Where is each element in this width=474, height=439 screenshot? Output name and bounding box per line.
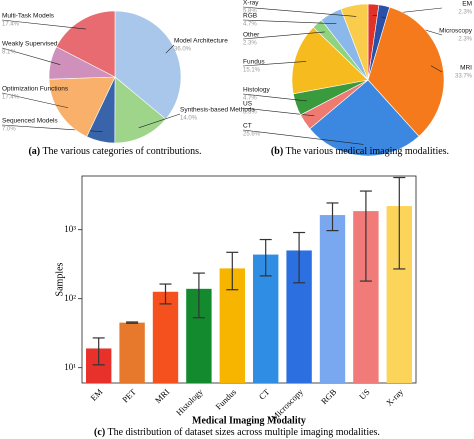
slice-value: 36.0% bbox=[174, 47, 192, 53]
x-axis-label: Medical Imaging Modality bbox=[192, 415, 306, 426]
x-tick-label: MRI bbox=[153, 387, 172, 406]
x-tick-label: CT bbox=[257, 386, 272, 401]
slice-label: EM bbox=[462, 1, 472, 8]
leader-line bbox=[242, 107, 315, 117]
pie-slice bbox=[114, 10, 182, 120]
pie-slice bbox=[367, 6, 445, 137]
x-tick-label: Fundus bbox=[213, 387, 238, 412]
slice-label: RGB bbox=[243, 13, 257, 20]
x-tick-label: Histology bbox=[174, 386, 205, 417]
y-tick-label: 10³ bbox=[64, 224, 76, 234]
y-tick-label: 10¹ bbox=[64, 362, 76, 372]
caption-text: The various categories of contributions. bbox=[42, 146, 201, 157]
pie-slice bbox=[55, 10, 116, 78]
y-tick-label: 10² bbox=[64, 293, 76, 303]
slice-label: Histology bbox=[243, 87, 270, 94]
leader-line bbox=[165, 44, 175, 54]
slice-value: 15.1% bbox=[243, 68, 261, 74]
slice-value: 4.7% bbox=[243, 22, 257, 28]
leader-line bbox=[242, 93, 307, 102]
x-tick-label: EM bbox=[88, 386, 104, 402]
leader-line bbox=[242, 19, 337, 24]
plot-frame bbox=[81, 175, 417, 384]
slice-value: 17.4% bbox=[2, 22, 20, 28]
leader-line bbox=[242, 61, 307, 67]
slice-label: Multi-Task Models bbox=[2, 13, 55, 20]
x-tick-label: RGB bbox=[319, 386, 339, 406]
leader-line bbox=[1, 92, 69, 109]
slice-label: Microscopy bbox=[439, 28, 473, 35]
slice-label: Optimization Functions bbox=[2, 86, 69, 93]
caption: (c) The distribution of dataset sizes ac… bbox=[94, 427, 380, 438]
leader-line bbox=[138, 113, 181, 129]
caption-text: The various medical imaging modalities. bbox=[285, 146, 449, 157]
slice-value: 17.4% bbox=[2, 95, 20, 101]
pie-slice bbox=[114, 76, 167, 144]
caption-label: (a) bbox=[28, 146, 40, 157]
slice-value: 7.0% bbox=[2, 127, 16, 133]
leader-line bbox=[242, 129, 364, 145]
pie-slice bbox=[291, 26, 369, 95]
slice-value: 25.6% bbox=[243, 132, 261, 138]
slice-value: 2.3% bbox=[458, 37, 472, 43]
pie-slice bbox=[48, 76, 116, 138]
slice-value: 4.7% bbox=[243, 96, 257, 102]
x-tick-label: X-ray bbox=[384, 386, 406, 408]
bar bbox=[319, 215, 346, 383]
slice-value: 8.1% bbox=[2, 50, 16, 56]
leader-line bbox=[242, 31, 325, 40]
slice-value: 14.0% bbox=[180, 116, 198, 122]
slice-label: US bbox=[243, 101, 253, 108]
slice-value: 3.5% bbox=[243, 110, 257, 116]
slice-value: 2.3% bbox=[458, 10, 472, 16]
pie-slice bbox=[309, 79, 420, 157]
caption: (a) The various categories of contributi… bbox=[28, 146, 201, 157]
caption: (b) The various medical imaging modaliti… bbox=[271, 146, 449, 157]
slice-value: 2.3% bbox=[243, 41, 257, 47]
x-tick-label: PET bbox=[120, 386, 138, 404]
slice-label: X-ray bbox=[243, 0, 259, 7]
leader-line bbox=[1, 19, 86, 30]
caption-label: (c) bbox=[94, 427, 105, 438]
slice-label: CT bbox=[243, 123, 252, 130]
leader-line bbox=[242, 6, 357, 17]
slice-value: 5.8% bbox=[243, 9, 257, 15]
x-tick-label: US bbox=[357, 387, 372, 402]
bar bbox=[119, 322, 145, 383]
leader-line bbox=[1, 47, 61, 65]
slice-label: Model Architecture bbox=[174, 38, 228, 45]
slice-value: 33.7% bbox=[455, 74, 473, 80]
y-axis-label: Samples bbox=[54, 262, 65, 296]
leader-line bbox=[430, 65, 443, 73]
slice-label: Synthesis-based Methods bbox=[180, 107, 256, 114]
bar bbox=[152, 291, 179, 383]
caption-label: (b) bbox=[271, 146, 283, 157]
caption-text: The distribution of dataset sizes across… bbox=[107, 427, 379, 438]
slice-label: Sequenced Models bbox=[2, 118, 58, 125]
slice-label: Other bbox=[243, 32, 260, 39]
pie-slice bbox=[340, 3, 369, 81]
slice-label: Fundus bbox=[243, 59, 265, 66]
slice-label: MRI bbox=[460, 65, 472, 72]
slice-label: Weakly Supervised Methods bbox=[2, 41, 85, 48]
